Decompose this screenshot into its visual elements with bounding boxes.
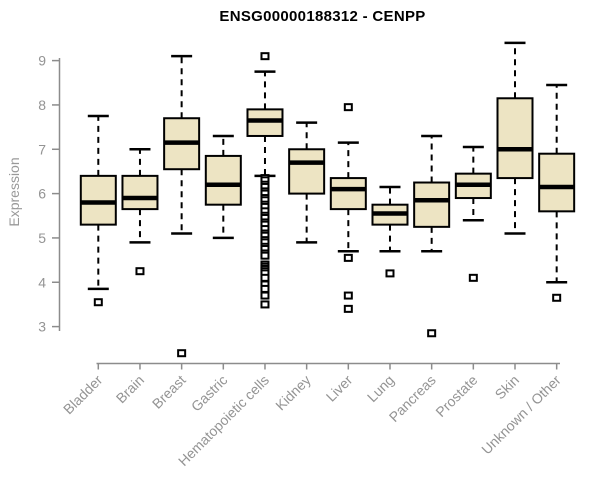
outlier-point	[93, 298, 103, 307]
boxplot-bladder	[79, 114, 117, 307]
y-tick-label: 3	[38, 319, 46, 335]
outlier-point	[177, 349, 187, 358]
outlier-point	[468, 273, 478, 282]
y-tick-label: 4	[38, 274, 46, 290]
y-tick-label: 6	[38, 186, 46, 202]
x-category-label: Lung	[364, 372, 397, 405]
outlier-point	[343, 253, 353, 262]
iqr-box	[496, 97, 534, 180]
boxplot-prostate	[454, 145, 492, 282]
chart-title: ENSG00000188312 - CENPP	[219, 8, 426, 25]
y-tick-label: 7	[38, 141, 46, 157]
iqr-box	[204, 154, 242, 206]
boxplot-brain	[121, 148, 159, 276]
x-category-label: Unknown / Other	[478, 372, 564, 458]
boxplot-lung	[371, 185, 409, 278]
boxplot-liver	[329, 103, 367, 313]
y-axis: 3 4 5 6 7 8 9	[38, 53, 61, 335]
outlier-point	[260, 52, 270, 61]
outlier-point	[343, 304, 353, 313]
outlier-point	[385, 269, 395, 278]
iqr-box	[413, 181, 451, 228]
iqr-box	[538, 152, 576, 213]
outlier-point	[343, 103, 353, 112]
y-tick-label: 5	[38, 230, 46, 246]
x-category-label: Prostate	[432, 372, 480, 420]
boxplot-kidney	[288, 121, 326, 244]
outlier-point	[260, 300, 270, 309]
y-tick-label: 8	[38, 97, 46, 113]
boxplot-gastric	[204, 134, 242, 240]
outlier-point	[260, 291, 270, 300]
x-category-label: Breast	[149, 372, 189, 412]
x-category-label: Bladder	[60, 372, 106, 418]
y-tick-label: 9	[38, 53, 46, 69]
x-category-label: Liver	[323, 372, 356, 405]
outlier-point	[260, 251, 270, 260]
boxplot-hematopoietic-cells	[246, 52, 284, 309]
x-category-label: Skin	[492, 372, 523, 403]
outlier-point	[427, 329, 437, 338]
iqr-box	[329, 177, 367, 211]
x-category-label: Kidney	[272, 372, 314, 414]
boxplot-pancreas	[413, 134, 451, 338]
boxplot-skin	[496, 41, 534, 235]
outlier-point	[343, 291, 353, 300]
boxplot-unknown-other	[538, 83, 576, 302]
outlier-point	[135, 267, 145, 276]
iqr-box	[121, 174, 159, 211]
boxplot-breast	[163, 54, 201, 358]
x-category-label: Brain	[113, 372, 147, 406]
outlier-point	[260, 273, 270, 282]
outlier-point	[260, 284, 270, 293]
iqr-box	[288, 148, 326, 195]
outlier-point	[552, 293, 562, 302]
